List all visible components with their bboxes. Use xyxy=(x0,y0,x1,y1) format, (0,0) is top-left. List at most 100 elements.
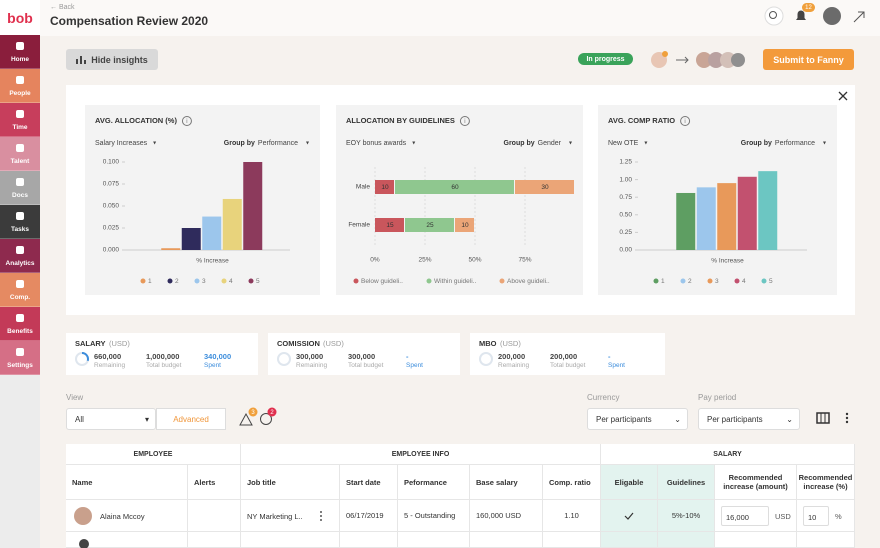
more-icon[interactable] xyxy=(845,412,849,416)
nav-item[interactable]: Time xyxy=(0,103,40,137)
group-by-label: Group by xyxy=(741,140,772,147)
budget-total: 1,000,000 xyxy=(146,352,180,361)
legend-label: 2 xyxy=(688,278,692,285)
logo[interactable]: bob xyxy=(0,0,40,35)
legend-label: 2 xyxy=(175,278,179,285)
hide-insights-button[interactable]: Hide insights xyxy=(66,49,158,70)
budget-unit: (USD) xyxy=(109,339,130,348)
chart-title: AVG. ALLOCATION (%) xyxy=(95,116,177,125)
amount-input[interactable]: 16,000 xyxy=(721,506,769,526)
close-insights[interactable] xyxy=(838,91,848,101)
info-icon xyxy=(181,116,192,126)
column-header: Guidelines xyxy=(658,465,715,500)
pay-period-select[interactable]: Per participants ⌄ xyxy=(698,408,800,430)
back-link[interactable]: ← Back xyxy=(50,4,75,11)
bar xyxy=(243,162,263,250)
nav-label[interactable]: Time xyxy=(12,124,28,131)
nav-icon-shape xyxy=(16,314,24,322)
back-text[interactable]: Back xyxy=(58,4,75,11)
nav-label[interactable]: Home xyxy=(10,56,30,63)
table-cell xyxy=(188,532,241,548)
nav-item[interactable]: Benefits xyxy=(0,307,40,341)
currency-select[interactable]: Per participants ⌄ xyxy=(587,408,688,430)
column-header: Recommended increase (%) xyxy=(797,465,855,500)
bell-icon[interactable] xyxy=(796,10,806,21)
pay-period-value[interactable]: Per participants xyxy=(707,414,763,424)
chart-filter[interactable]: Salary Increases xyxy=(95,140,148,147)
y-tick-label: 1.25 xyxy=(619,159,632,166)
legend-swatch xyxy=(426,278,432,284)
search-button[interactable] xyxy=(764,6,784,26)
budget-ring xyxy=(479,352,493,366)
view-select[interactable]: All ▾ xyxy=(66,408,156,430)
approval-chain xyxy=(651,51,745,68)
nav-label[interactable]: Settings xyxy=(7,362,33,369)
nav-label[interactable]: Docs xyxy=(12,192,28,199)
table-tools xyxy=(816,412,849,424)
x-axis-label: % Increase xyxy=(196,258,229,265)
nav-item[interactable]: Tasks xyxy=(0,205,40,239)
nav-item[interactable]: Analytics xyxy=(0,239,40,273)
submit-button[interactable]: Submit to Fanny xyxy=(763,49,854,70)
y-tick-label: 0.025 xyxy=(103,225,120,232)
bar xyxy=(676,192,696,250)
column-header: Recommended increase (amount) xyxy=(715,465,797,500)
ring-progress xyxy=(81,352,89,362)
nav-label[interactable]: Talent xyxy=(10,158,30,165)
employee-table: EMPLOYEE EMPLOYEE INFO SALARY Name Alerts Job… xyxy=(66,444,855,548)
legend-swatch xyxy=(761,278,767,284)
nav-icon-shape xyxy=(16,280,24,288)
collapse-icon[interactable] xyxy=(853,11,865,23)
nav-item[interactable]: Settings xyxy=(0,341,40,375)
nav-item[interactable]: Home xyxy=(0,35,40,69)
nav-label[interactable]: Tasks xyxy=(11,226,29,233)
legend-swatch xyxy=(680,278,686,284)
legend-swatch xyxy=(167,278,173,284)
legend-label: 4 xyxy=(742,278,746,285)
nav-label[interactable]: Benefits xyxy=(7,328,33,335)
info-icon-glyph: i xyxy=(684,119,685,125)
nav-item[interactable]: Docs xyxy=(0,171,40,205)
y-tick-label: 0.050 xyxy=(103,203,120,210)
nav-item[interactable]: People xyxy=(0,69,40,103)
table-cell xyxy=(543,532,601,548)
chart-filter[interactable]: EOY bonus awards xyxy=(346,140,407,147)
budget-spent-label: Spent xyxy=(608,362,625,369)
row-menu[interactable] xyxy=(319,510,323,522)
dropdown-caret: ▾ xyxy=(412,141,415,147)
nav-label[interactable]: People xyxy=(9,90,31,97)
columns-icon[interactable] xyxy=(816,412,830,424)
budget-remaining: 200,000 xyxy=(498,352,526,361)
group-by-value[interactable]: Gender xyxy=(538,140,562,147)
header xyxy=(40,0,880,36)
y-tick-label: 0.00 xyxy=(619,247,632,254)
percent-input[interactable]: 10 xyxy=(803,506,829,526)
group-by-value[interactable]: Performance xyxy=(258,140,298,147)
x-tick-label: 50% xyxy=(468,257,481,264)
advanced-button[interactable]: Advanced xyxy=(156,408,226,430)
budget-spent-label: Spent xyxy=(204,362,221,369)
budget-total-label: Total budget xyxy=(550,362,586,369)
nav-item[interactable]: Talent xyxy=(0,137,40,171)
budget-ring xyxy=(277,352,291,366)
hide-insights-text[interactable]: Hide insights xyxy=(91,54,148,65)
clock-icon[interactable] xyxy=(260,413,272,425)
bar xyxy=(222,198,242,250)
bar xyxy=(717,183,737,250)
chart-filter[interactable]: New OTE xyxy=(608,140,639,147)
nav-label[interactable]: Comp. xyxy=(9,294,31,301)
user-avatar[interactable] xyxy=(823,7,841,25)
eligible-check xyxy=(624,512,634,520)
warning-icon[interactable] xyxy=(239,412,253,426)
chart-card: AVG. ALLOCATION (%) i Salary Increases ▾ Per… xyxy=(85,105,320,295)
notification-badge: 12 xyxy=(802,3,815,12)
view-value[interactable]: All xyxy=(75,414,84,424)
group-by-value[interactable]: Performance xyxy=(775,140,815,147)
dropdown-caret: ▾ xyxy=(823,141,826,147)
budget-card: SALARY (USD) 660,000 Remaining 1,000,000 Tota… xyxy=(66,333,258,375)
currency-value[interactable]: Per participants xyxy=(596,414,652,424)
employee-name[interactable]: Alaina Mccoy xyxy=(100,512,145,521)
nav-item[interactable]: Comp. xyxy=(0,273,40,307)
nav-label[interactable]: Analytics xyxy=(5,260,35,267)
